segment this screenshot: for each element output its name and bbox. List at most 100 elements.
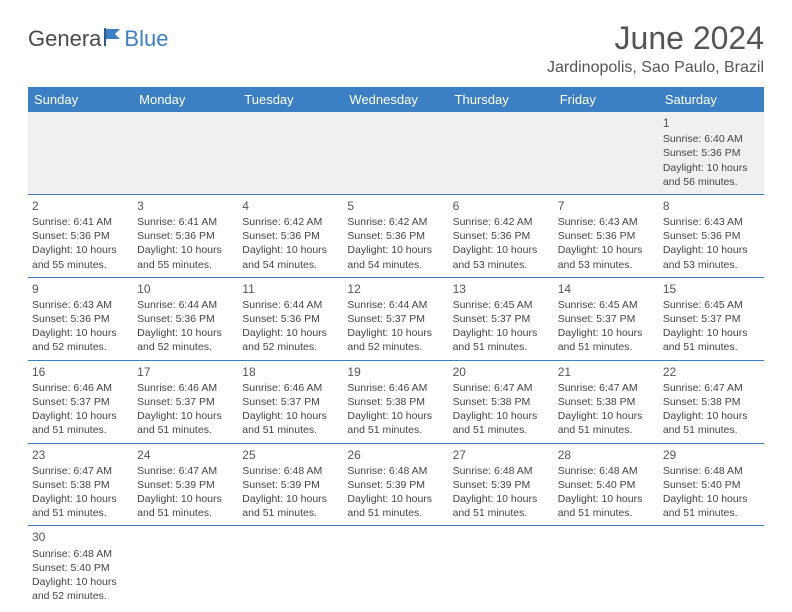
day-number: 26	[347, 447, 444, 463]
calendar-week-row: 2Sunrise: 6:41 AMSunset: 5:36 PMDaylight…	[28, 194, 764, 277]
day-detail: Daylight: 10 hours	[242, 243, 339, 257]
calendar-day-cell: 14Sunrise: 6:45 AMSunset: 5:37 PMDayligh…	[554, 277, 659, 360]
day-detail: Sunrise: 6:44 AM	[347, 298, 444, 312]
day-number: 27	[453, 447, 550, 463]
day-detail: Daylight: 10 hours	[558, 326, 655, 340]
day-detail: Sunrise: 6:46 AM	[32, 381, 129, 395]
day-number: 3	[137, 198, 234, 214]
day-detail: Daylight: 10 hours	[453, 326, 550, 340]
day-number: 21	[558, 364, 655, 380]
day-detail: Sunrise: 6:47 AM	[558, 381, 655, 395]
day-detail: Daylight: 10 hours	[347, 409, 444, 423]
flag-icon	[103, 26, 123, 52]
calendar-day-cell: 11Sunrise: 6:44 AMSunset: 5:36 PMDayligh…	[238, 277, 343, 360]
calendar-day-cell: 22Sunrise: 6:47 AMSunset: 5:38 PMDayligh…	[659, 360, 764, 443]
calendar-week-row: 1Sunrise: 6:40 AMSunset: 5:36 PMDaylight…	[28, 112, 764, 194]
calendar-day-cell: 13Sunrise: 6:45 AMSunset: 5:37 PMDayligh…	[449, 277, 554, 360]
logo-text-1: Genera	[28, 26, 101, 52]
day-detail: Daylight: 10 hours	[663, 409, 760, 423]
calendar-day-cell	[238, 526, 343, 608]
day-detail: Sunrise: 6:42 AM	[453, 215, 550, 229]
calendar-day-cell	[133, 112, 238, 194]
day-detail: and 51 minutes.	[558, 506, 655, 520]
day-detail: Sunrise: 6:48 AM	[242, 464, 339, 478]
calendar-day-cell	[28, 112, 133, 194]
day-number: 15	[663, 281, 760, 297]
day-detail: Sunset: 5:37 PM	[453, 312, 550, 326]
day-detail: Sunset: 5:39 PM	[242, 478, 339, 492]
calendar-day-cell: 23Sunrise: 6:47 AMSunset: 5:38 PMDayligh…	[28, 443, 133, 526]
day-number: 17	[137, 364, 234, 380]
day-number: 10	[137, 281, 234, 297]
day-detail: Sunset: 5:38 PM	[453, 395, 550, 409]
day-detail: Sunrise: 6:45 AM	[453, 298, 550, 312]
day-number: 5	[347, 198, 444, 214]
day-detail: Sunset: 5:36 PM	[242, 229, 339, 243]
day-number: 23	[32, 447, 129, 463]
day-detail: Daylight: 10 hours	[663, 243, 760, 257]
day-detail: Sunrise: 6:43 AM	[32, 298, 129, 312]
day-detail: Sunset: 5:39 PM	[347, 478, 444, 492]
day-detail: Daylight: 10 hours	[242, 326, 339, 340]
day-detail: Sunset: 5:36 PM	[32, 229, 129, 243]
day-detail: and 51 minutes.	[453, 506, 550, 520]
page-title: June 2024	[547, 20, 764, 57]
day-detail: and 51 minutes.	[32, 506, 129, 520]
day-number: 8	[663, 198, 760, 214]
day-detail: Daylight: 10 hours	[453, 409, 550, 423]
day-detail: Sunset: 5:36 PM	[137, 312, 234, 326]
day-detail: and 51 minutes.	[32, 423, 129, 437]
calendar-week-row: 30Sunrise: 6:48 AMSunset: 5:40 PMDayligh…	[28, 526, 764, 608]
day-detail: Sunset: 5:38 PM	[558, 395, 655, 409]
calendar-day-cell: 17Sunrise: 6:46 AMSunset: 5:37 PMDayligh…	[133, 360, 238, 443]
day-detail: Sunset: 5:36 PM	[137, 229, 234, 243]
day-detail: Sunset: 5:37 PM	[137, 395, 234, 409]
calendar-day-cell: 3Sunrise: 6:41 AMSunset: 5:36 PMDaylight…	[133, 194, 238, 277]
day-detail: Sunrise: 6:46 AM	[242, 381, 339, 395]
day-detail: Daylight: 10 hours	[32, 575, 129, 589]
calendar-day-cell: 28Sunrise: 6:48 AMSunset: 5:40 PMDayligh…	[554, 443, 659, 526]
day-detail: Daylight: 10 hours	[347, 243, 444, 257]
day-number: 25	[242, 447, 339, 463]
day-detail: Sunset: 5:36 PM	[663, 229, 760, 243]
day-detail: Daylight: 10 hours	[137, 243, 234, 257]
day-detail: Daylight: 10 hours	[453, 243, 550, 257]
weekday-header: Sunday	[28, 87, 133, 112]
day-detail: and 51 minutes.	[137, 423, 234, 437]
day-detail: Sunset: 5:38 PM	[663, 395, 760, 409]
weekday-header: Tuesday	[238, 87, 343, 112]
calendar-day-cell: 4Sunrise: 6:42 AMSunset: 5:36 PMDaylight…	[238, 194, 343, 277]
day-detail: and 52 minutes.	[347, 340, 444, 354]
day-detail: Sunrise: 6:43 AM	[558, 215, 655, 229]
day-detail: and 52 minutes.	[242, 340, 339, 354]
calendar-day-cell: 16Sunrise: 6:46 AMSunset: 5:37 PMDayligh…	[28, 360, 133, 443]
day-detail: Sunset: 5:39 PM	[453, 478, 550, 492]
calendar-week-row: 9Sunrise: 6:43 AMSunset: 5:36 PMDaylight…	[28, 277, 764, 360]
day-detail: Sunset: 5:39 PM	[137, 478, 234, 492]
calendar-day-cell: 10Sunrise: 6:44 AMSunset: 5:36 PMDayligh…	[133, 277, 238, 360]
logo: Genera Blue	[28, 26, 168, 52]
day-number: 28	[558, 447, 655, 463]
day-detail: Sunrise: 6:46 AM	[347, 381, 444, 395]
calendar-day-cell: 24Sunrise: 6:47 AMSunset: 5:39 PMDayligh…	[133, 443, 238, 526]
day-detail: and 55 minutes.	[32, 258, 129, 272]
day-detail: Sunset: 5:36 PM	[347, 229, 444, 243]
day-detail: Sunrise: 6:48 AM	[347, 464, 444, 478]
day-detail: and 51 minutes.	[242, 423, 339, 437]
day-number: 1	[663, 115, 760, 131]
day-detail: Sunset: 5:38 PM	[347, 395, 444, 409]
day-detail: Sunset: 5:37 PM	[663, 312, 760, 326]
weekday-header: Thursday	[449, 87, 554, 112]
calendar-day-cell: 19Sunrise: 6:46 AMSunset: 5:38 PMDayligh…	[343, 360, 448, 443]
calendar-day-cell	[343, 526, 448, 608]
day-detail: Sunrise: 6:48 AM	[558, 464, 655, 478]
day-detail: and 53 minutes.	[558, 258, 655, 272]
day-detail: Sunrise: 6:42 AM	[347, 215, 444, 229]
day-detail: Sunset: 5:36 PM	[453, 229, 550, 243]
calendar-day-cell: 20Sunrise: 6:47 AMSunset: 5:38 PMDayligh…	[449, 360, 554, 443]
day-detail: Sunset: 5:37 PM	[32, 395, 129, 409]
day-number: 11	[242, 281, 339, 297]
day-number: 12	[347, 281, 444, 297]
day-detail: Sunrise: 6:44 AM	[242, 298, 339, 312]
day-detail: Daylight: 10 hours	[558, 243, 655, 257]
